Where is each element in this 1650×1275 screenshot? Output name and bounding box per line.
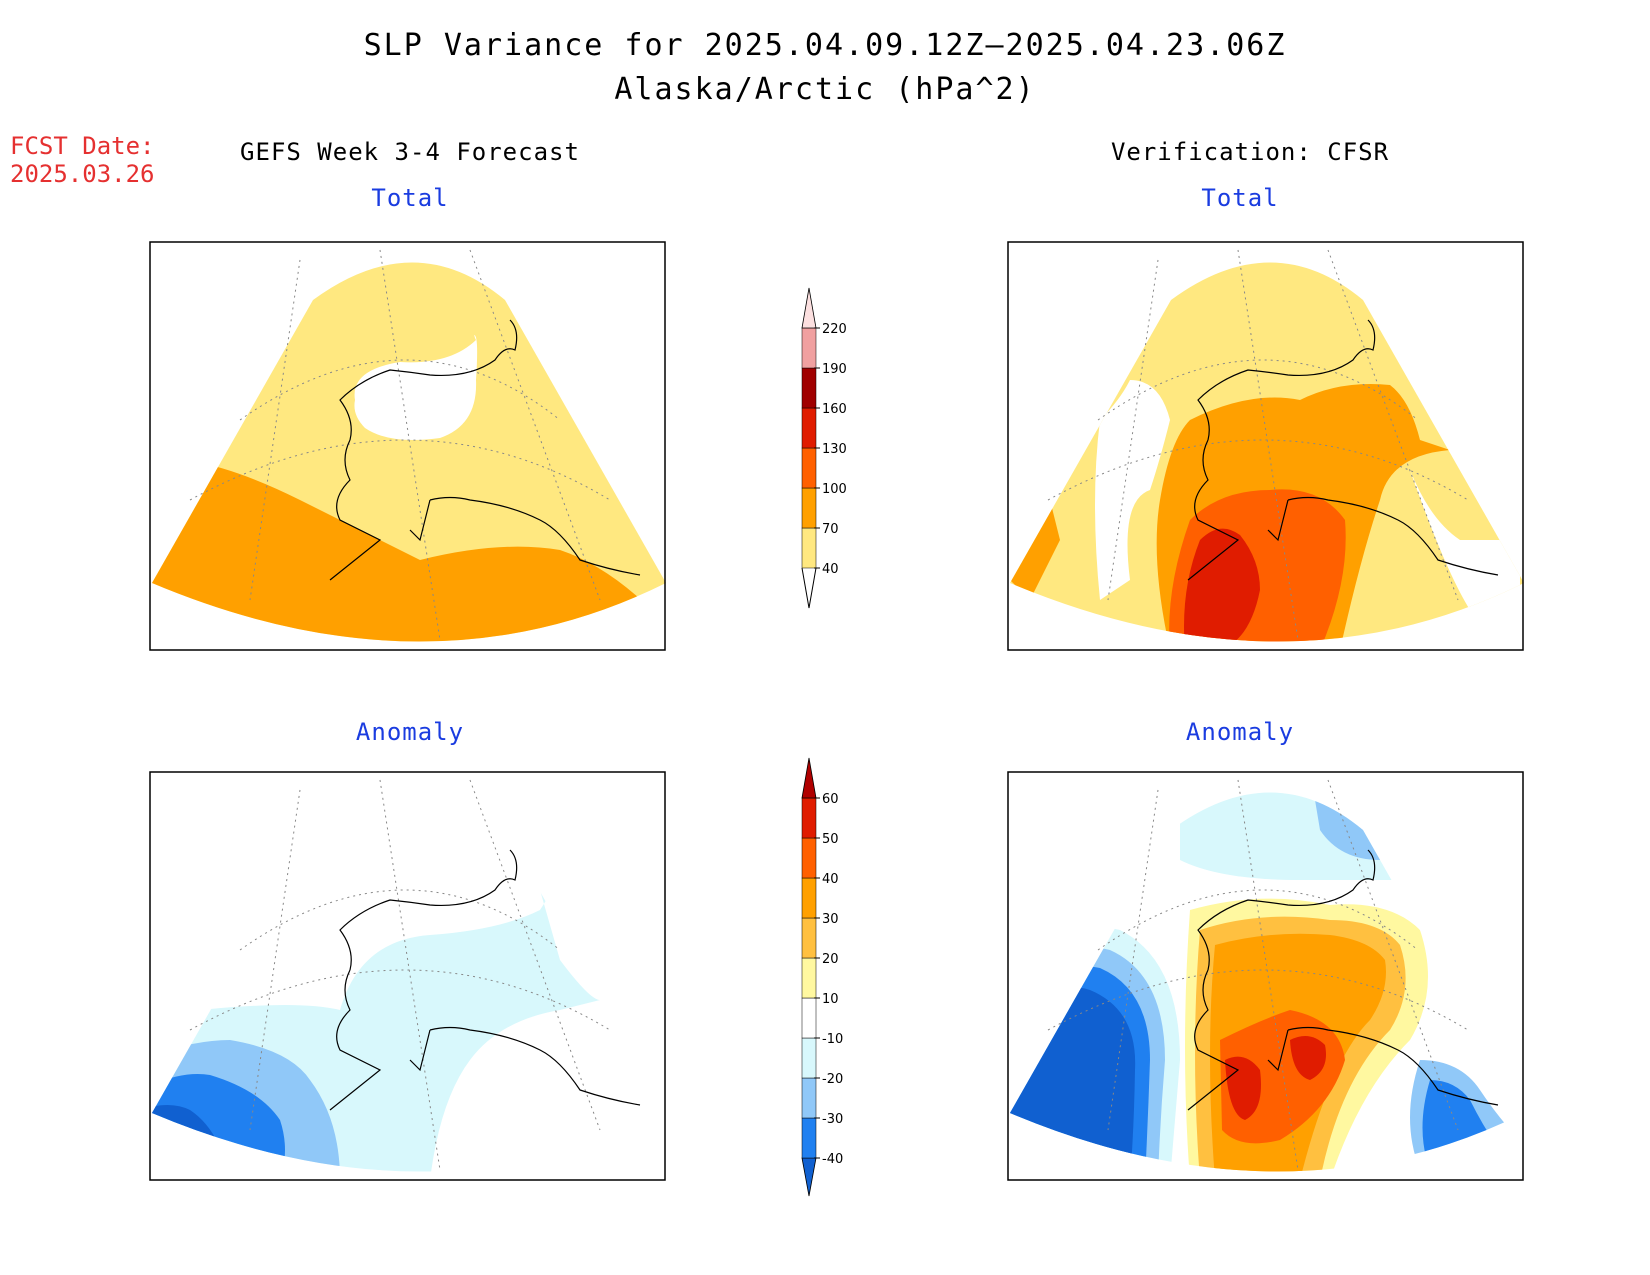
colorbar-total-segment [801, 487, 817, 529]
colorbar-total-segment [801, 447, 817, 489]
colorbar-anomaly-segment [801, 837, 817, 879]
colorbar-anomaly-tick-label: 30 [822, 912, 839, 927]
fcst-date-value: 2025.03.26 [10, 160, 155, 188]
colorbar-total-tick-label: 100 [822, 482, 847, 497]
colorbar-anomaly-segment [801, 757, 817, 799]
panel-title-bottom-right: Anomaly [1185, 718, 1295, 746]
colorbar-anomaly-tick-label: -20 [822, 1072, 843, 1087]
colorbar-anomaly-segment [801, 1077, 817, 1119]
colorbar-total-tick-label: 160 [822, 402, 847, 417]
colorbar-anomaly-tick-label: -30 [822, 1112, 843, 1127]
colorbar-anomaly-tick-label: 60 [822, 792, 839, 807]
colorbar-total: 40 70 100 130 160 190 220 [801, 287, 847, 609]
colorbar-anomaly-segment [801, 1117, 817, 1159]
colorbar-anomaly-segment [801, 957, 817, 999]
colorbar-anomaly-tick-label: -40 [822, 1152, 843, 1167]
colorbar-total-tick-label: 130 [822, 442, 847, 457]
colorbar-anomaly-tick-label: 10 [822, 992, 839, 1007]
chart-subtitle: Alaska/Arctic (hPa^2) [614, 72, 1036, 107]
fcst-date-label: FCST Date: [10, 132, 155, 160]
colorbar-anomaly: -40 -30 -20 -10 10 20 30 40 50 60 [801, 757, 843, 1197]
map-panel-forecast-anomaly [149, 771, 666, 1181]
colorbar-total-tick-label: 70 [822, 522, 839, 537]
colorbar-total-segment [801, 367, 817, 409]
colorbar-total-tick-label: 40 [822, 562, 839, 577]
colorbar-total-tick-label: 190 [822, 362, 847, 377]
left-column-header: GEFS Week 3-4 Forecast [240, 138, 580, 166]
colorbar-total-tick-label: 220 [822, 322, 847, 337]
colorbar-anomaly-segment [801, 1157, 817, 1197]
map-panel-verification-anomaly [1007, 771, 1524, 1181]
colorbar-total-segment [801, 287, 817, 329]
colorbar-anomaly-tick-label: -10 [822, 1032, 843, 1047]
right-column-header: Verification: CFSR [1110, 138, 1390, 166]
colorbar-anomaly-segment [801, 1037, 817, 1079]
map-panel-verification-total [1007, 241, 1524, 651]
panel-title-top-left: Total [371, 184, 449, 212]
panel-title-bottom-left: Anomaly [355, 718, 465, 746]
chart-title: SLP Variance for 2025.04.09.12Z–2025.04.… [363, 28, 1287, 63]
colorbar-anomaly-tick-label: 20 [822, 952, 839, 967]
colorbar-total-segment [801, 527, 817, 569]
colorbar-anomaly-segment [801, 797, 817, 839]
colorbar-total-segment [801, 327, 817, 369]
colorbar-anomaly-segment [801, 997, 817, 1039]
colorbar-anomaly-tick-label: 40 [822, 872, 839, 887]
colorbar-anomaly-segment [801, 917, 817, 959]
map-panel-forecast-total [149, 241, 666, 651]
colorbar-anomaly-tick-label: 50 [822, 832, 839, 847]
colorbar-anomaly-segment [801, 877, 817, 919]
colorbar-total-segment [801, 407, 817, 449]
colorbar-total-lower-tail [801, 567, 817, 609]
panel-title-top-right: Total [1201, 184, 1279, 212]
